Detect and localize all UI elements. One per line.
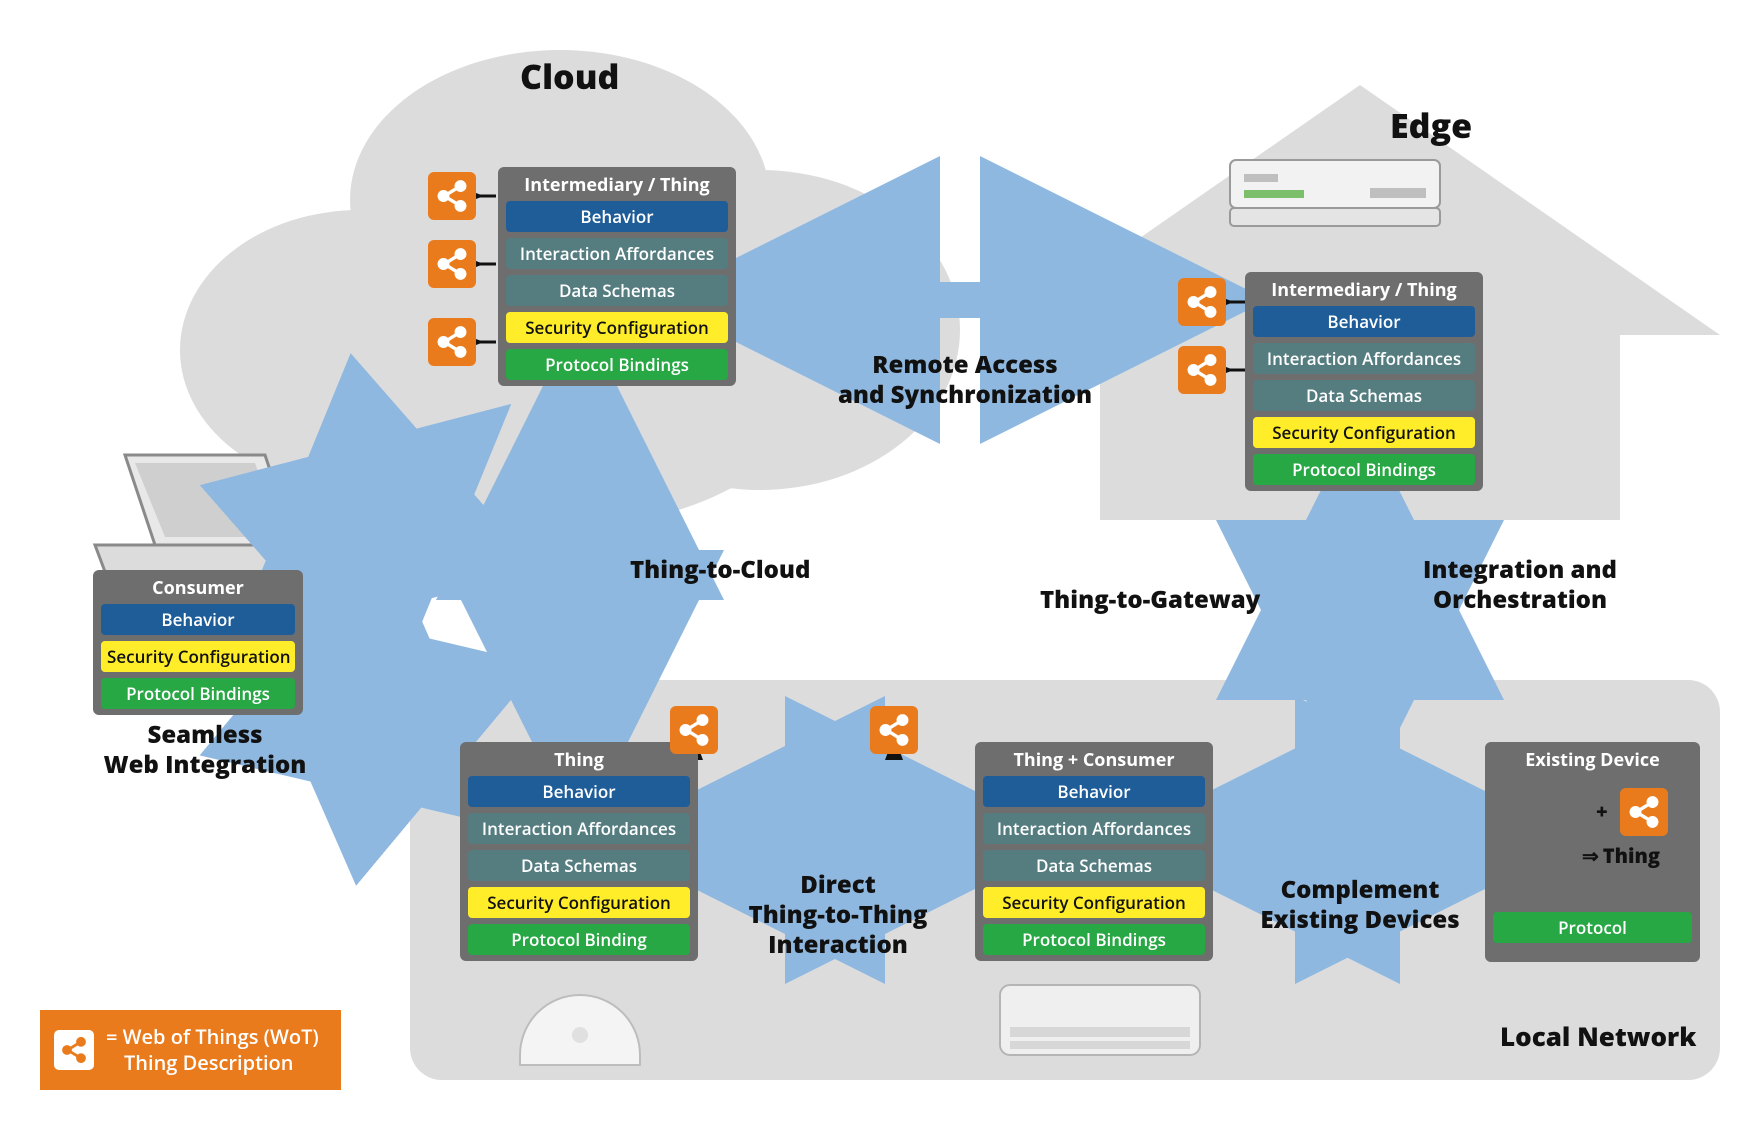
tc-row-1: Interaction Affordances [983,813,1205,844]
cloud-row-1: Interaction Affordances [506,238,728,269]
cloud-row-0: Behavior [506,201,728,232]
cloud-title: Cloud [520,55,619,98]
thing-row-1: Interaction Affordances [468,813,690,844]
consumer-box: Consumer Behavior Security Configuration… [93,570,303,715]
edge-row-2: Data Schemas [1253,380,1475,411]
consumer-row-1: Security Configuration [101,641,295,672]
edge-intermediary-box: Intermediary / Thing Behavior Interactio… [1245,272,1483,491]
wot-icon [1178,346,1226,394]
consumer-title: Consumer [93,570,303,604]
wot-icon [870,706,918,754]
wot-icon [54,1030,94,1070]
thing-row-2: Data Schemas [468,850,690,881]
tc-row-4: Protocol Bindings [983,924,1205,955]
edge-row-1: Interaction Affordances [1253,343,1475,374]
wot-icon [428,172,476,220]
wot-icon [428,240,476,288]
label-thing-to-gateway: Thing-to-Gateway [1040,585,1260,615]
existing-thing-label: Thing [1603,842,1660,869]
thing-title: Thing [460,742,698,776]
thing-row-3: Security Configuration [468,887,690,918]
thing-box: Thing Behavior Interaction Affordances D… [460,742,698,961]
thing-row-4: Protocol Binding [468,924,690,955]
existing-plus: + [1596,798,1608,825]
wot-icon [670,706,718,754]
label-remote: Remote Access and Synchronization [815,350,1115,410]
wot-icon [1620,788,1668,836]
legend-text: = Web of Things (WoT) Thing Description [106,1024,319,1076]
tc-row-0: Behavior [983,776,1205,807]
local-network-title: Local Network [1500,1020,1696,1053]
legend: = Web of Things (WoT) Thing Description [40,1010,341,1090]
thing-consumer-title: Thing + Consumer [975,742,1213,776]
consumer-row-0: Behavior [101,604,295,635]
edge-row-3: Security Configuration [1253,417,1475,448]
ac-unit-icon [1000,985,1200,1055]
edge-intermediary-title: Intermediary / Thing [1245,272,1483,306]
tc-row-2: Data Schemas [983,850,1205,881]
edge-server-icon [1230,160,1440,226]
edge-title: Edge [1390,104,1472,147]
existing-device-row-0: Protocol [1493,912,1692,943]
thing-row-0: Behavior [468,776,690,807]
wot-icon [428,318,476,366]
existing-device-title: Existing Device [1485,742,1700,776]
label-integration: Integration and Orchestration [1400,555,1640,615]
label-complement: Complement Existing Devices [1250,875,1470,935]
label-seamless: Seamless Web Integration [90,720,320,780]
thing-consumer-box: Thing + Consumer Behavior Interaction Af… [975,742,1213,961]
cloud-intermediary-box: Intermediary / Thing Behavior Interactio… [498,167,736,386]
label-direct: Direct Thing-to-Thing Interaction [728,870,948,960]
cloud-row-4: Protocol Bindings [506,349,728,380]
cloud-row-3: Security Configuration [506,312,728,343]
cloud-intermediary-title: Intermediary / Thing [498,167,736,201]
tc-row-3: Security Configuration [983,887,1205,918]
consumer-row-2: Protocol Bindings [101,678,295,709]
cloud-row-2: Data Schemas [506,275,728,306]
existing-arrow: ⇒ [1582,842,1599,869]
wot-icon [1178,278,1226,326]
edge-row-4: Protocol Bindings [1253,454,1475,485]
label-thing-to-cloud: Thing-to-Cloud [630,555,810,585]
edge-row-0: Behavior [1253,306,1475,337]
